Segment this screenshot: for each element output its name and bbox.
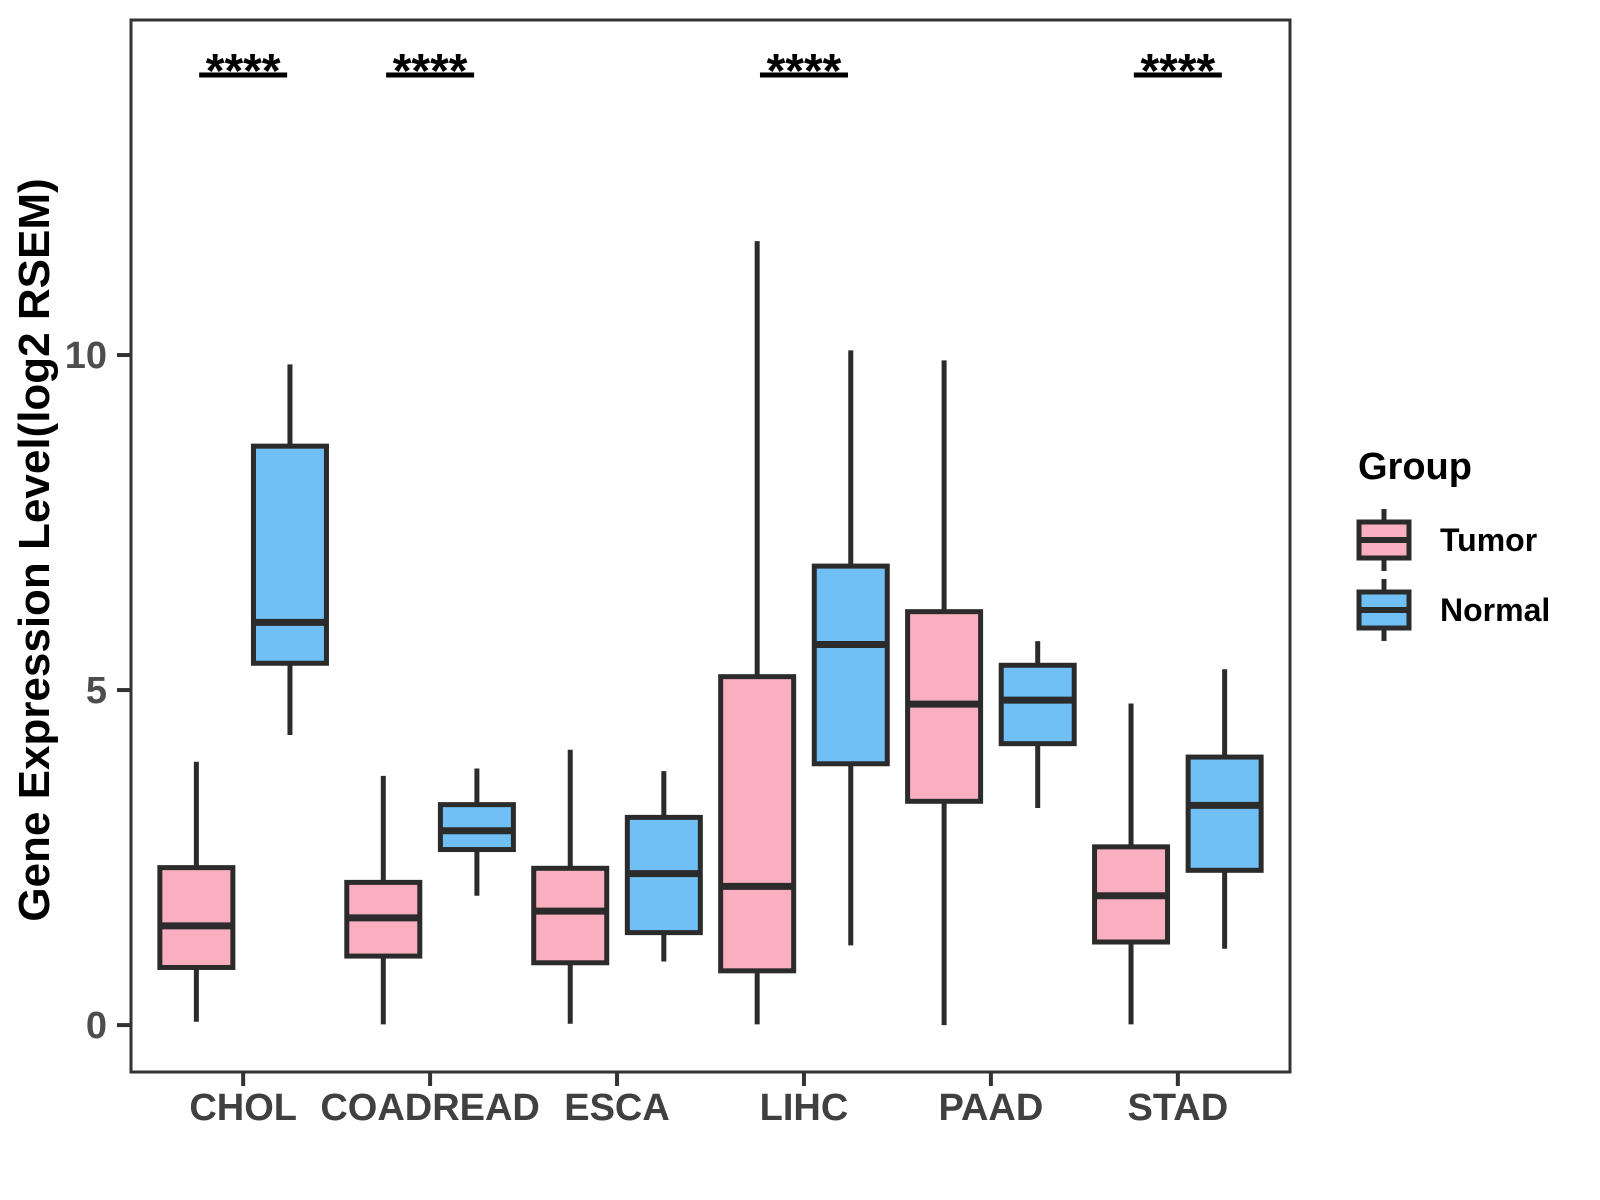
significance-stars-CHOL: **** xyxy=(206,45,281,98)
significance-stars-LIHC: **** xyxy=(767,45,842,98)
box-normal-COADREAD xyxy=(437,802,516,853)
panel-border xyxy=(129,18,1292,1074)
tumor-boxplot-swatch-icon xyxy=(1356,509,1412,571)
x-tick-label-PAAD: PAAD xyxy=(938,1087,1043,1129)
y-tick-label-5: 5 xyxy=(86,670,107,712)
x-tick-label-ESCA: ESCA xyxy=(564,1087,670,1129)
significance-stars-COADREAD: **** xyxy=(393,45,468,98)
normal-boxplot-swatch-icon xyxy=(1356,579,1412,641)
box-normal-CHOL xyxy=(250,443,329,666)
y-tick-label-10: 10 xyxy=(65,335,107,377)
box-tumor-ESCA xyxy=(531,865,610,966)
legend-label-tumor: Tumor xyxy=(1440,521,1538,558)
x-tick-label-LIHC: LIHC xyxy=(760,1087,849,1129)
x-tick-label-STAD: STAD xyxy=(1128,1087,1229,1129)
x-tick-label-COADREAD: COADREAD xyxy=(320,1087,540,1129)
legend-label-normal: Normal xyxy=(1440,591,1551,628)
legend-entry-tumor: Tumor xyxy=(1356,505,1550,575)
legend-title: Group xyxy=(1358,446,1472,488)
x-tick-label-CHOL: CHOL xyxy=(189,1087,297,1129)
significance-stars-STAD: **** xyxy=(1140,45,1215,98)
legend: Group Tumor Normal xyxy=(1356,446,1550,645)
legend-entry-normal: Normal xyxy=(1356,575,1550,645)
box-tumor-LIHC xyxy=(718,674,797,974)
box-tumor-CHOL xyxy=(157,865,236,970)
y-tick-label-0: 0 xyxy=(86,1005,107,1047)
box-normal-PAAD xyxy=(998,662,1077,747)
box-normal-STAD xyxy=(1185,754,1264,873)
box-normal-LIHC xyxy=(811,563,890,767)
